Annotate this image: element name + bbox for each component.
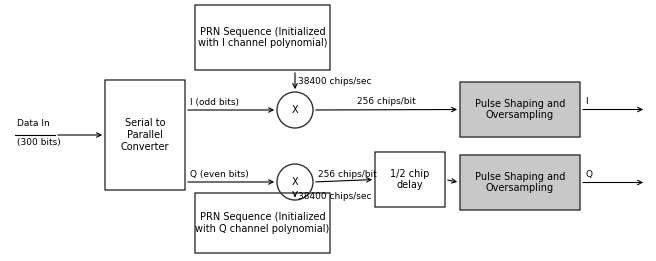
Text: I (odd bits): I (odd bits) [190, 98, 239, 107]
Text: I: I [585, 98, 588, 106]
Text: 256 chips/bit: 256 chips/bit [318, 170, 377, 179]
FancyBboxPatch shape [460, 155, 580, 210]
Text: 38400 chips/sec: 38400 chips/sec [298, 192, 371, 201]
Text: X: X [292, 105, 298, 115]
Text: 256 chips/bit: 256 chips/bit [357, 98, 416, 106]
Text: 1/2 chip
delay: 1/2 chip delay [390, 169, 430, 190]
FancyBboxPatch shape [460, 82, 580, 137]
Text: PRN Sequence (Initialized
with I channel polynomial): PRN Sequence (Initialized with I channel… [197, 27, 327, 48]
Text: Serial to
Parallel
Converter: Serial to Parallel Converter [121, 118, 169, 152]
FancyBboxPatch shape [105, 80, 185, 190]
Text: (300 bits): (300 bits) [17, 138, 61, 147]
Text: Pulse Shaping and
Oversampling: Pulse Shaping and Oversampling [475, 99, 565, 120]
Text: 38400 chips/sec: 38400 chips/sec [298, 76, 371, 86]
Text: Data In: Data In [17, 119, 50, 128]
Text: Pulse Shaping and
Oversampling: Pulse Shaping and Oversampling [475, 172, 565, 193]
Text: Q: Q [585, 170, 592, 180]
Text: PRN Sequence (Initialized
with Q channel polynomial): PRN Sequence (Initialized with Q channel… [195, 212, 329, 234]
FancyBboxPatch shape [375, 152, 445, 207]
Text: Q (even bits): Q (even bits) [190, 170, 249, 179]
FancyBboxPatch shape [195, 193, 330, 253]
FancyBboxPatch shape [195, 5, 330, 70]
Text: X: X [292, 177, 298, 187]
